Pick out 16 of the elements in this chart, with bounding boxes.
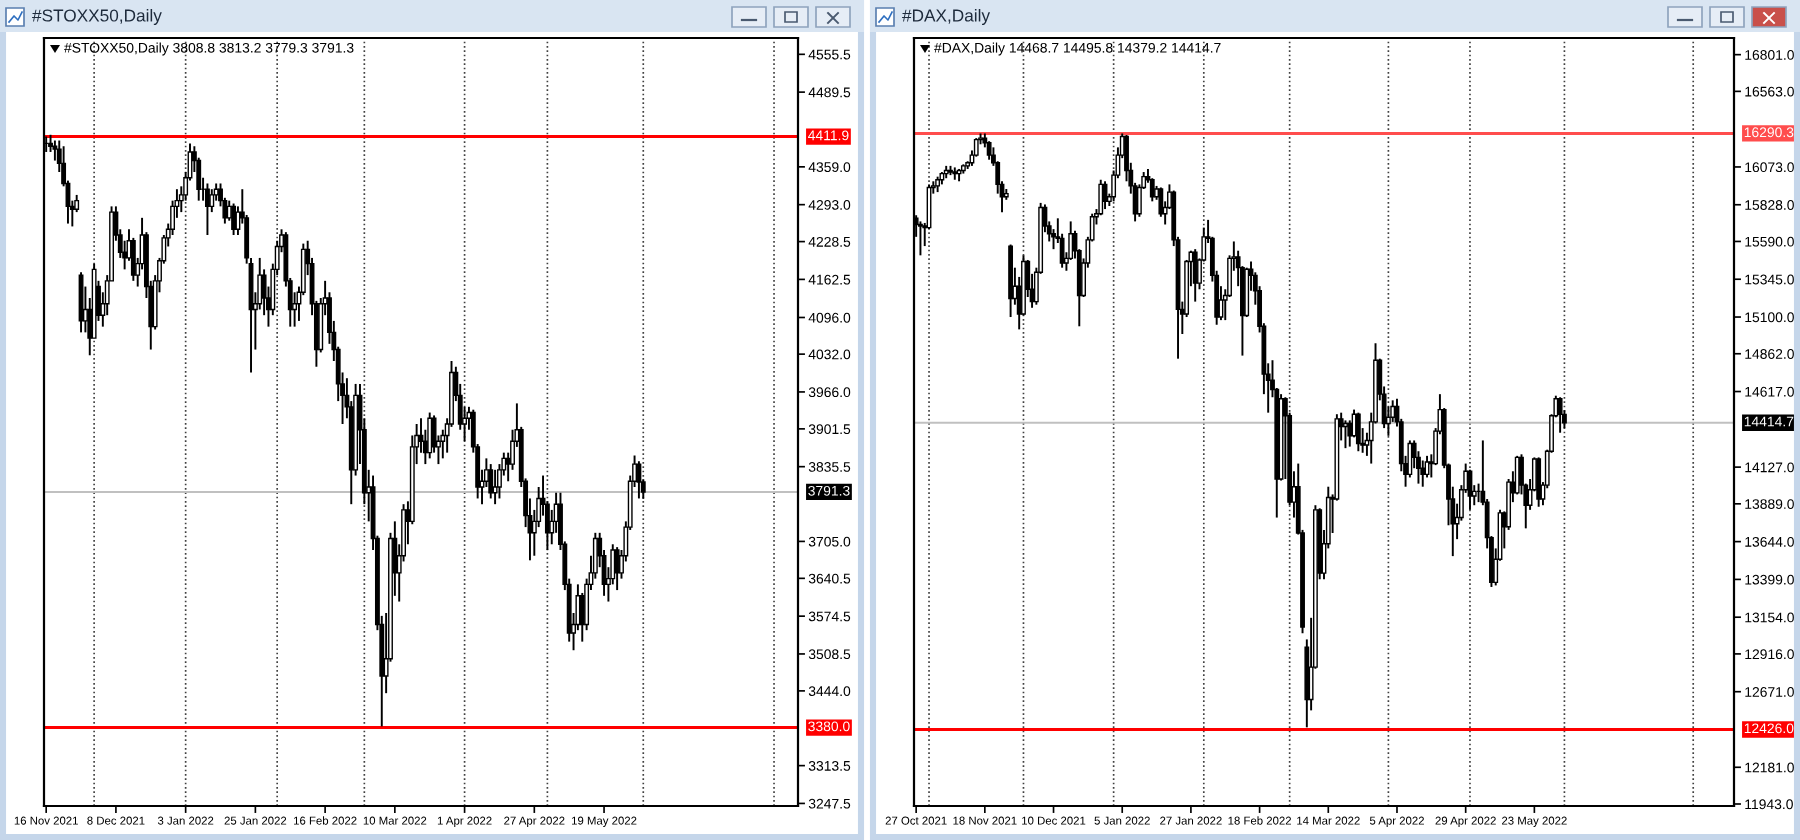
candlestick	[488, 463, 494, 500]
chart-title: #DAX,Daily	[902, 8, 991, 26]
candlestick	[492, 468, 498, 506]
candlestick	[1420, 459, 1426, 488]
candlestick	[1557, 396, 1563, 434]
candlestick	[1536, 456, 1542, 508]
candlestick	[427, 411, 433, 460]
candlestick	[973, 137, 979, 158]
candlestick	[130, 236, 136, 282]
candlestick	[1355, 411, 1361, 453]
chart-title: #STOXX50,Daily	[32, 8, 162, 26]
candlestick	[231, 202, 237, 236]
candlestick	[1149, 177, 1155, 203]
candlestick	[1098, 178, 1104, 217]
candlestick	[986, 140, 992, 161]
candlestick	[1158, 186, 1164, 218]
